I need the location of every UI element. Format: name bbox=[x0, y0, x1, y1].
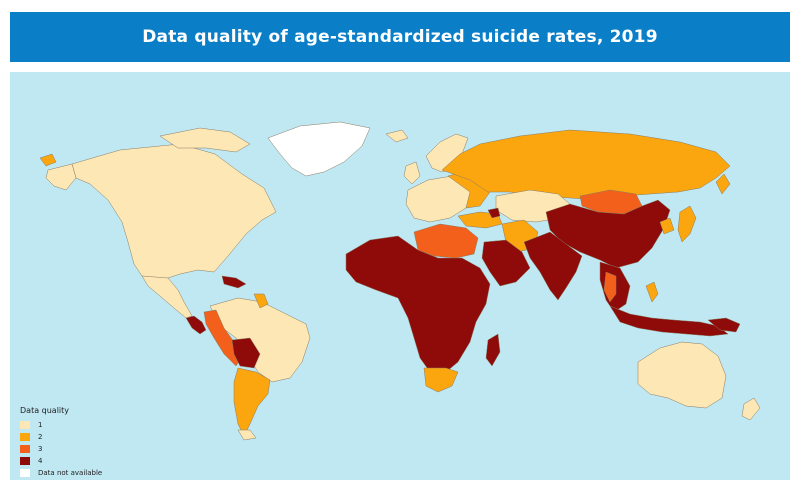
region-uk bbox=[403, 161, 421, 185]
region-indonesia bbox=[609, 305, 729, 337]
region-guianas bbox=[253, 293, 269, 309]
region-north-america bbox=[71, 143, 277, 281]
legend-swatch-na bbox=[20, 469, 30, 477]
region-papua bbox=[707, 317, 741, 333]
region-russia bbox=[441, 129, 731, 201]
region-alaska bbox=[45, 163, 77, 191]
map-title: Data quality of age-standardized suicide… bbox=[142, 27, 658, 47]
world-map bbox=[39, 121, 761, 441]
region-china bbox=[545, 199, 671, 269]
region-philippines bbox=[645, 281, 659, 303]
map-panel: Data quality 1 2 3 4 Data not available bbox=[10, 72, 790, 480]
region-madagascar bbox=[485, 333, 501, 367]
region-southern-cone bbox=[233, 367, 271, 437]
legend-item-na: Data not available bbox=[20, 467, 200, 479]
region-arabia bbox=[481, 239, 531, 287]
region-iceland bbox=[385, 129, 409, 143]
region-canadian-arctic bbox=[159, 127, 251, 153]
region-mexico bbox=[141, 275, 193, 319]
region-australia bbox=[637, 341, 727, 409]
region-aleutians bbox=[39, 153, 57, 167]
title-bar: Data quality of age-standardized suicide… bbox=[10, 12, 790, 62]
region-central-america bbox=[185, 315, 207, 335]
legend-label: 4 bbox=[38, 457, 43, 465]
legend-label: 1 bbox=[38, 421, 43, 429]
region-caucasus bbox=[487, 207, 501, 219]
legend-swatch-1 bbox=[20, 421, 30, 429]
region-thailand bbox=[603, 271, 617, 303]
region-tierra-del-fuego bbox=[237, 429, 257, 441]
legend-item-1: 1 bbox=[20, 419, 200, 431]
legend-label: 3 bbox=[38, 445, 43, 453]
legend-item-4: 4 bbox=[20, 455, 200, 467]
legend-swatch-2 bbox=[20, 433, 30, 441]
legend-swatch-3 bbox=[20, 445, 30, 453]
region-korea bbox=[659, 217, 675, 235]
region-africa bbox=[345, 235, 491, 373]
legend: Data quality 1 2 3 4 Data not available bbox=[20, 406, 200, 479]
legend-title: Data quality bbox=[20, 406, 70, 415]
legend-label: Data not available bbox=[38, 469, 103, 477]
region-south-africa bbox=[423, 367, 459, 393]
region-south-asia bbox=[523, 231, 583, 301]
legend-label: 2 bbox=[38, 433, 43, 441]
region-greenland bbox=[267, 121, 371, 177]
region-kamchatka bbox=[715, 173, 731, 195]
legend-item-2: 2 bbox=[20, 431, 200, 443]
region-japan bbox=[677, 205, 697, 243]
region-new-zealand bbox=[741, 397, 761, 421]
legend-swatch-4 bbox=[20, 457, 30, 465]
legend-item-3: 3 bbox=[20, 443, 200, 455]
region-caribbean bbox=[221, 275, 247, 289]
region-bolivia bbox=[231, 337, 261, 369]
